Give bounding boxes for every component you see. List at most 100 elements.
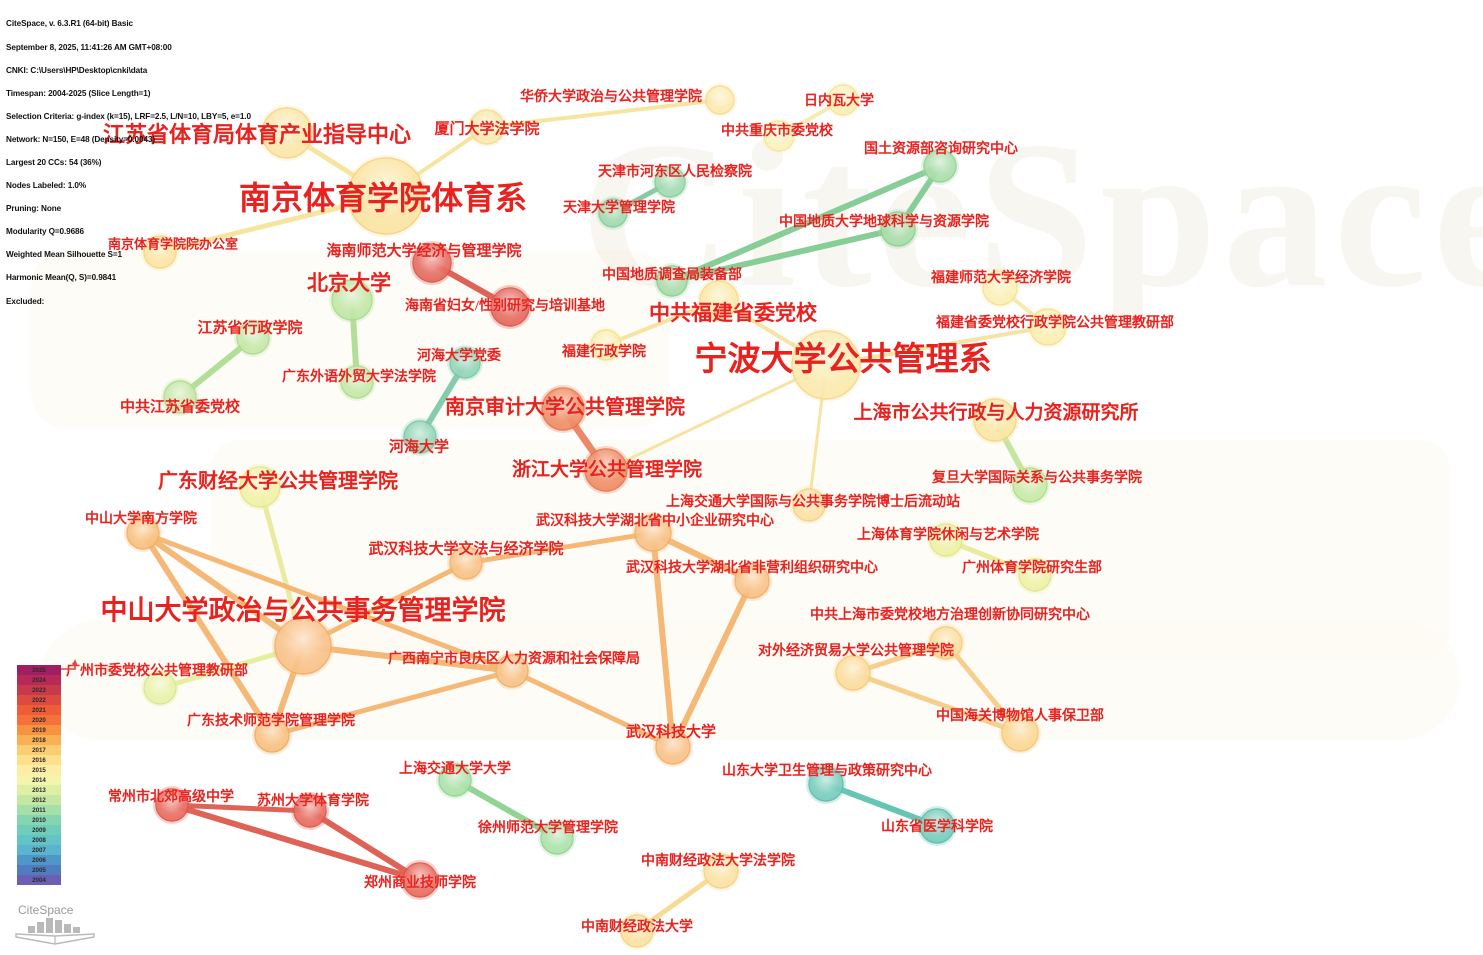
node-label[interactable]: 中南财经政法大学 [581,920,693,935]
graph-node[interactable] [252,715,292,755]
node-label[interactable]: 武汉科技大学湖北省非营利组织研究中心 [626,561,878,576]
graph-node[interactable] [927,521,965,559]
node-label[interactable]: 广州市委党校公共管理教研部 [66,664,248,679]
node-label[interactable]: 中共福建省委党校 [649,301,817,325]
legend-year-2011[interactable]: 2011 [17,805,61,815]
node-label[interactable]: 山东大学卫生管理与政策研究中心 [722,764,932,779]
graph-node[interactable] [401,418,439,456]
graph-node[interactable] [345,155,427,237]
node-label[interactable]: 浙江大学公共管理学院 [511,459,703,481]
legend-year-2007[interactable]: 2007 [17,845,61,855]
graph-node[interactable] [538,819,576,857]
graph-edge[interactable] [650,530,676,750]
graph-node[interactable] [410,241,454,285]
graph-node[interactable] [467,107,507,147]
graph-node[interactable] [806,764,846,804]
node-label[interactable]: 广东技术师范学院管理学院 [187,714,355,729]
graph-edge[interactable] [670,578,755,750]
node-label[interactable]: 江苏省行政学院 [197,320,303,337]
graph-node[interactable] [153,786,191,824]
graph-edge[interactable] [269,668,515,738]
legend-year-2010[interactable]: 2010 [17,815,61,825]
graph-node[interactable] [653,727,693,767]
node-label[interactable]: 河海大学党委 [417,349,501,364]
graph-edge[interactable] [850,670,1023,736]
node-label[interactable]: 常州市北郊高级中学 [108,790,234,805]
graph-node[interactable] [124,514,162,552]
graph-node[interactable] [539,385,587,433]
legend-year-2023[interactable]: 2023 [17,685,61,695]
graph-node[interactable] [927,624,965,662]
graph-node[interactable] [790,486,828,524]
legend-year-2022[interactable]: 2022 [17,695,61,705]
legend-year-2017[interactable]: 2017 [17,745,61,755]
graph-edge[interactable] [307,808,423,883]
graph-edge[interactable] [300,560,469,649]
node-label[interactable]: 河海大学 [388,439,450,456]
graph-edge[interactable] [157,193,389,255]
graph-node[interactable] [878,209,918,249]
graph-node[interactable] [447,544,485,582]
node-label[interactable]: 武汉科技大学 [625,724,717,741]
graph-edge[interactable] [669,226,901,284]
node-label[interactable]: 对外经济贸易大学公共管理学院 [758,644,954,659]
graph-node[interactable] [596,196,630,230]
node-label[interactable]: 苏州大学体育学院 [257,794,369,809]
graph-node[interactable] [632,512,674,554]
node-label[interactable]: 山东省医学科学院 [881,820,993,835]
graph-node[interactable] [291,792,329,830]
node-label[interactable]: 福建省委党校行政学院公共管理教研部 [936,316,1174,331]
legend-year-2014[interactable]: 2014 [17,775,61,785]
graph-node[interactable] [701,851,741,891]
node-label[interactable]: 天津市河东区人民检察院 [598,165,752,180]
legend-year-2016[interactable]: 2016 [17,755,61,765]
graph-edge[interactable] [604,363,828,472]
node-label[interactable]: 郑州商业技师学院 [364,876,476,891]
node-label[interactable]: 江苏省体育局体育产业指导中心 [102,122,412,147]
node-label[interactable]: 中国海关博物馆人事保卫部 [936,709,1104,724]
graph-node[interactable] [697,278,741,322]
graph-node[interactable] [161,378,199,416]
node-label[interactable]: 广西南宁市良庆区人力资源和社会保障局 [388,652,640,667]
node-label[interactable]: 南京审计大学公共管理学院 [445,396,685,419]
graph-node[interactable] [618,912,656,950]
graph-node[interactable] [400,860,440,900]
node-label[interactable]: 福建师范大学经济学院 [931,271,1071,286]
graph-edge[interactable] [452,777,560,841]
node-label[interactable]: 中共江苏省委党校 [119,399,241,416]
graph-edge[interactable] [463,530,656,566]
legend-year-2024[interactable]: 2024 [17,675,61,685]
graph-edge[interactable] [509,668,676,750]
node-label[interactable]: 广东外语外贸大学法学院 [282,370,436,385]
node-label[interactable]: 武汉科技大学文法与经济学院 [368,541,564,558]
graph-node[interactable] [338,363,376,401]
node-label[interactable]: 中山大学南方学院 [85,512,197,527]
graph-edge[interactable] [169,802,313,814]
node-label[interactable]: 南京体育学院院办公室 [107,236,239,252]
graph-node[interactable] [447,345,483,381]
node-label[interactable]: 上海交通大学大学 [399,762,511,777]
legend-year-2015[interactable]: 2015 [17,765,61,775]
node-label[interactable]: 中山大学政治与公共事务管理学院 [100,595,506,626]
node-label[interactable]: 广东财经大学公共管理学院 [158,470,398,493]
node-label[interactable]: 徐州师范大学管理学院 [478,821,618,836]
graph-node[interactable] [917,806,957,846]
node-label[interactable]: 复旦大学国际关系与公共事务学院 [932,471,1142,486]
graph-node[interactable] [329,277,375,323]
graph-node[interactable] [237,464,283,510]
graph-edge[interactable] [823,781,940,829]
graph-node[interactable] [234,319,272,357]
legend-year-2008[interactable]: 2008 [17,835,61,845]
node-label[interactable]: 北京大学 [307,271,391,295]
graph-edge[interactable] [300,643,515,674]
node-label[interactable]: 上海体育学院休闲与艺术学院 [857,528,1039,543]
graph-node[interactable] [1016,556,1054,594]
graph-edge[interactable] [140,530,515,674]
graph-node[interactable] [789,328,863,402]
graph-node[interactable] [980,268,1020,308]
legend-year-2012[interactable]: 2012 [17,795,61,805]
legend-year-2018[interactable]: 2018 [17,735,61,745]
graph-node[interactable] [971,396,1019,444]
graph-node[interactable] [488,285,532,329]
graph-node[interactable] [654,263,690,299]
